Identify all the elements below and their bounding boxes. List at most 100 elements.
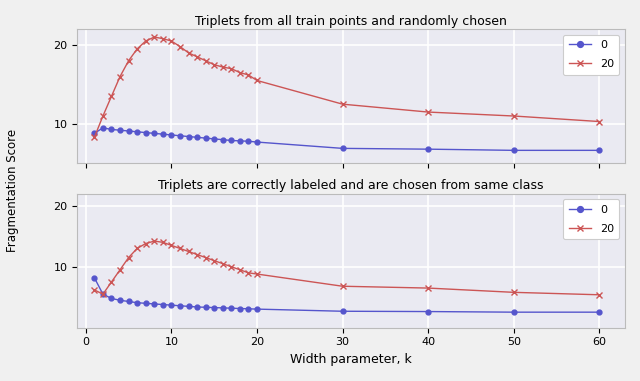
- 20: [227, 66, 235, 71]
- 0: [176, 133, 184, 138]
- 20: [133, 46, 141, 51]
- 20: [236, 70, 244, 75]
- 0: [339, 146, 346, 150]
- 0: [168, 133, 175, 137]
- 20: [424, 286, 432, 290]
- 20: [99, 292, 107, 296]
- 20: [193, 54, 201, 59]
- 0: [99, 126, 107, 130]
- 20: [253, 272, 261, 276]
- 20: [424, 110, 432, 114]
- 20: [244, 271, 252, 275]
- 0: [90, 275, 98, 280]
- 0: [159, 302, 166, 307]
- Title: Triplets from all train points and randomly chosen: Triplets from all train points and rando…: [195, 15, 507, 28]
- 0: [116, 298, 124, 303]
- 20: [142, 241, 150, 246]
- 0: [211, 137, 218, 141]
- 20: [219, 65, 227, 69]
- 20: [176, 44, 184, 49]
- 20: [90, 288, 98, 292]
- 20: [116, 267, 124, 272]
- 20: [193, 252, 201, 257]
- 20: [159, 240, 166, 245]
- 20: [202, 58, 209, 63]
- 20: [99, 114, 107, 118]
- 20: [595, 119, 603, 124]
- 0: [185, 304, 193, 309]
- Legend: 0, 20: 0, 20: [563, 35, 620, 75]
- 0: [176, 304, 184, 308]
- 20: [202, 255, 209, 260]
- 0: [253, 140, 261, 144]
- 20: [150, 35, 158, 39]
- Line: 0: 0: [92, 275, 602, 315]
- 20: [211, 62, 218, 67]
- 0: [424, 147, 432, 152]
- 20: [168, 39, 175, 43]
- 0: [125, 299, 132, 304]
- 0: [595, 310, 603, 314]
- Text: Fragmentation Score: Fragmentation Score: [6, 129, 19, 252]
- 20: [142, 39, 150, 43]
- 0: [133, 301, 141, 305]
- 0: [510, 148, 518, 153]
- Line: 0: 0: [92, 125, 602, 153]
- 0: [236, 306, 244, 311]
- 0: [202, 136, 209, 140]
- 0: [339, 309, 346, 314]
- 20: [116, 74, 124, 79]
- 20: [108, 94, 115, 99]
- 20: [510, 114, 518, 118]
- 0: [244, 307, 252, 311]
- 0: [185, 134, 193, 139]
- 20: [90, 135, 98, 139]
- 20: [244, 73, 252, 77]
- 0: [125, 129, 132, 133]
- 20: [185, 249, 193, 254]
- 20: [219, 261, 227, 266]
- 0: [116, 128, 124, 133]
- 20: [168, 243, 175, 248]
- 20: [150, 239, 158, 243]
- 0: [244, 139, 252, 144]
- 20: [253, 78, 261, 83]
- 0: [253, 307, 261, 311]
- 20: [125, 255, 132, 260]
- 0: [90, 131, 98, 136]
- 20: [227, 264, 235, 269]
- 0: [99, 292, 107, 296]
- 20: [236, 267, 244, 272]
- 20: [211, 258, 218, 263]
- 0: [108, 127, 115, 132]
- 20: [339, 284, 346, 288]
- 0: [227, 138, 235, 143]
- X-axis label: Width parameter, k: Width parameter, k: [291, 353, 412, 366]
- 0: [510, 310, 518, 314]
- 0: [236, 139, 244, 143]
- 20: [176, 246, 184, 251]
- 0: [150, 131, 158, 136]
- 20: [510, 290, 518, 295]
- 0: [211, 305, 218, 310]
- 20: [185, 51, 193, 55]
- 0: [424, 309, 432, 314]
- 0: [227, 306, 235, 311]
- 20: [159, 36, 166, 41]
- 0: [219, 306, 227, 310]
- Line: 20: 20: [92, 34, 602, 140]
- 20: [339, 102, 346, 106]
- 0: [159, 132, 166, 136]
- 0: [142, 130, 150, 135]
- 0: [108, 296, 115, 301]
- Legend: 0, 20: 0, 20: [563, 199, 620, 239]
- 0: [168, 303, 175, 307]
- 0: [150, 302, 158, 306]
- 0: [193, 305, 201, 309]
- Title: Triplets are correctly labeled and are chosen from same class: Triplets are correctly labeled and are c…: [158, 179, 544, 192]
- 20: [595, 293, 603, 297]
- 0: [193, 135, 201, 139]
- 0: [133, 130, 141, 134]
- 0: [142, 301, 150, 306]
- 0: [595, 148, 603, 153]
